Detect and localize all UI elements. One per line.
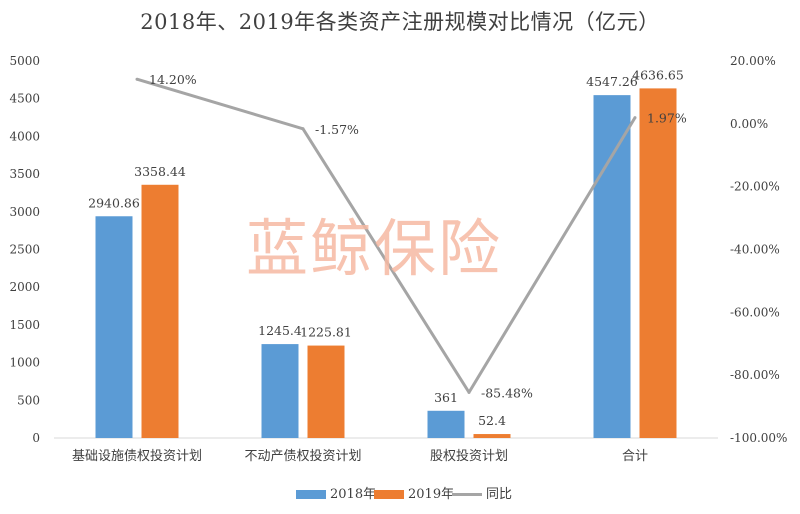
bar-2019 [141,184,179,438]
y2-tick-label: -80.00% [730,368,780,382]
x-tick-label: 合计 [622,449,648,464]
bar-2018 [261,344,299,438]
legend-swatch-2018 [296,490,326,499]
yoy-point [467,390,471,394]
yoy-data-label: -85.48% [481,385,533,400]
y2-tick-label: 20.00% [730,54,776,68]
y-tick-label: 1000 [9,356,40,370]
legend-swatch-2019 [374,490,404,499]
bar-data-label: 1225.81 [300,325,352,340]
y-tick-label: 1500 [9,318,40,332]
legend-swatch-yoy [452,493,482,496]
bar-data-label: 4547.26 [586,74,638,89]
bar-2018 [95,216,133,438]
bar-data-label: 4636.65 [632,67,684,82]
legend-label-yoy: 同比 [486,487,513,502]
bar-2019 [639,88,677,438]
bar-data-label: 361 [434,390,458,405]
bar-data-label: 52.4 [478,413,506,428]
bar-2019 [473,434,511,438]
bar-data-label: 1245.4 [258,323,302,338]
x-tick-label: 基础设施债权投资计划 [72,448,202,464]
y-tick-label: 4000 [9,129,40,143]
x-tick-label: 股权投资计划 [430,448,508,464]
legend-item-2019: 2019年 [374,483,454,502]
yoy-point [135,77,139,81]
chart-title: 2018年、2019年各类资产注册规模对比情况（亿元） [140,10,660,34]
legend-item-2018: 2018年 [296,483,376,502]
yoy-data-label: 14.20% [149,72,197,87]
yoy-point [633,116,637,120]
y2-tick-label: -100.00% [730,431,787,445]
y2-tick-label: 0.00% [730,117,768,131]
y-tick-label: 3500 [9,167,40,181]
y2-tick-label: -60.00% [730,305,780,319]
y-tick-label: 500 [17,393,40,407]
yoy-point [301,127,305,131]
bar-2018 [427,410,465,438]
y-tick-label: 2000 [9,280,40,294]
legend-item-yoy: 同比 [452,483,512,502]
bar-data-label: 3358.44 [134,164,186,179]
y2-tick-label: -40.00% [730,243,780,257]
bar-2019 [307,345,345,438]
y-tick-label: 2500 [9,243,40,257]
y2-tick-label: -20.00% [730,180,780,194]
x-tick-label: 不动产债权投资计划 [244,448,361,464]
bar-2018 [593,95,631,438]
yoy-line [136,77,637,394]
y-tick-label: 0 [32,431,40,445]
yoy-data-label: -1.57% [315,122,359,137]
watermark-text: 蓝鲸保险 [246,212,503,285]
yoy-data-label: 1.97% [647,111,687,126]
legend-label-2018: 2018年 [330,487,377,502]
y-tick-label: 5000 [9,54,40,68]
bar-data-label: 2940.86 [88,195,140,210]
y-tick-label: 4500 [9,92,40,106]
legend-label-2019: 2019年 [408,487,455,502]
y-tick-label: 3000 [9,205,40,219]
